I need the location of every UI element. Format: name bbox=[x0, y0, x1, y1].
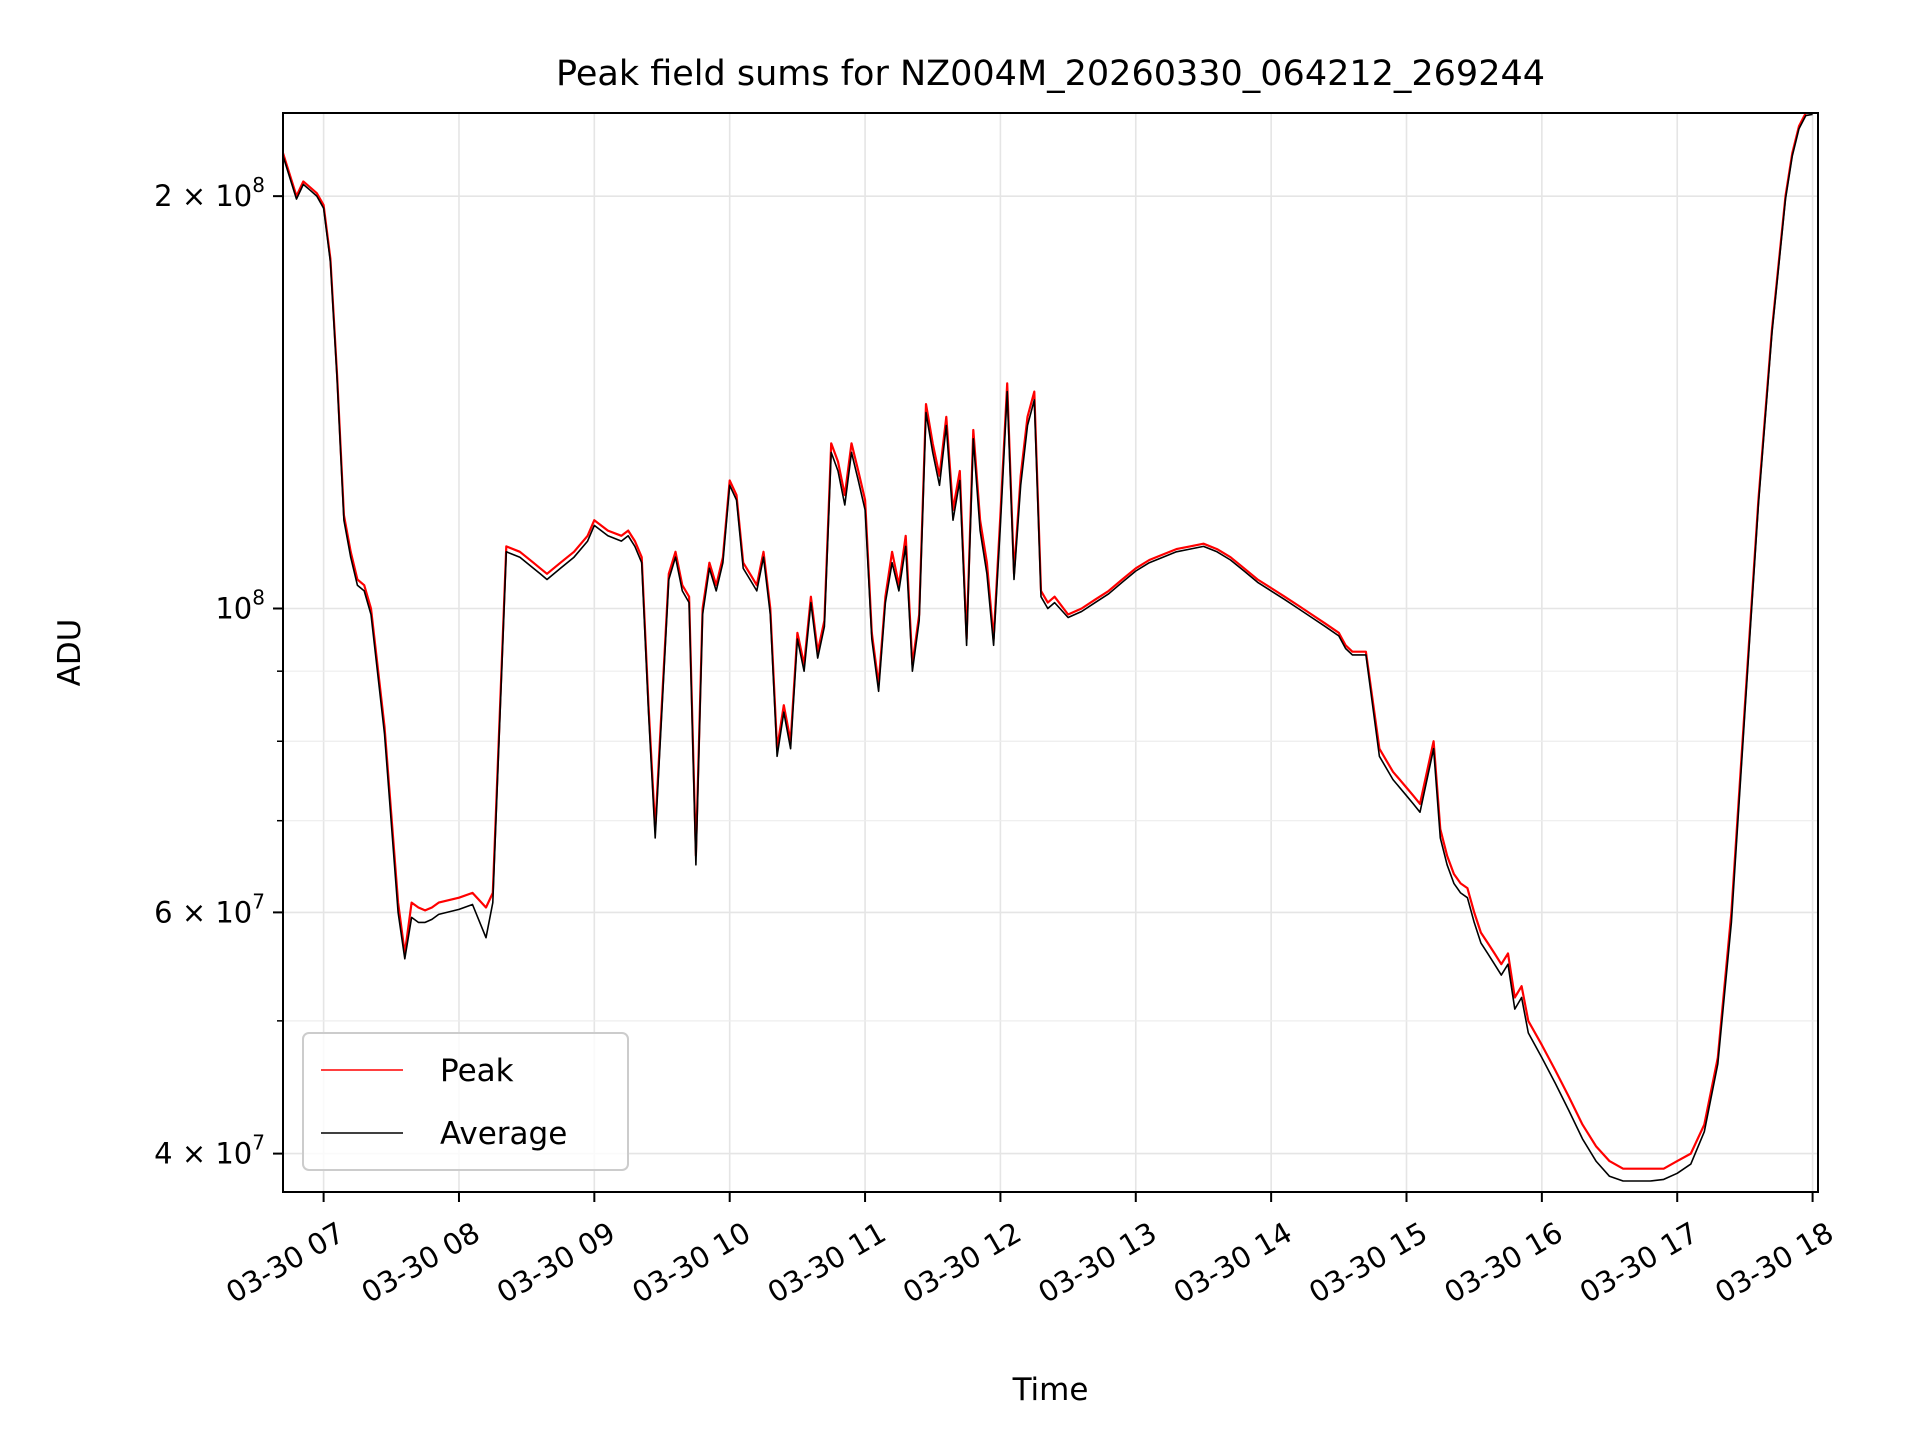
plot-frame bbox=[282, 112, 1819, 1193]
x-tick-label: 03-30 13 bbox=[1032, 1215, 1162, 1310]
chart-title: Peak field sums for NZ004M_20260330_0642… bbox=[556, 54, 1545, 94]
grid-lines bbox=[283, 113, 1818, 1192]
x-tick-label: 03-30 15 bbox=[1303, 1215, 1433, 1310]
legend-box bbox=[302, 1032, 629, 1171]
x-tick-label: 03-30 16 bbox=[1438, 1215, 1568, 1310]
y-tick-label: 4 × 107 bbox=[154, 1131, 265, 1171]
x-tick-label: 03-30 09 bbox=[491, 1215, 621, 1310]
legend-peak-label: Peak bbox=[440, 1053, 514, 1089]
y-tick-label: 108 bbox=[215, 586, 265, 626]
legend: Peak Average bbox=[302, 1032, 629, 1171]
y-tick-label: 6 × 107 bbox=[154, 889, 265, 929]
y-axis-label: ADU bbox=[52, 619, 88, 687]
y-tick-label: 2 × 108 bbox=[154, 173, 265, 213]
x-tick-label: 03-30 10 bbox=[626, 1215, 756, 1310]
series-layer bbox=[283, 113, 1813, 1182]
x-tick-label: 03-30 12 bbox=[897, 1215, 1027, 1310]
x-tick-label: 03-30 08 bbox=[356, 1215, 486, 1310]
peak-series-line bbox=[283, 113, 1813, 1170]
x-tick-label: 03-30 11 bbox=[762, 1215, 892, 1310]
legend-average-label: Average bbox=[440, 1116, 567, 1152]
average-series-line bbox=[283, 113, 1813, 1182]
x-tick-label: 03-30 17 bbox=[1574, 1215, 1704, 1310]
x-tick-label: 03-30 18 bbox=[1709, 1215, 1839, 1310]
x-tick-label: 03-30 14 bbox=[1168, 1215, 1298, 1310]
x-axis-label: Time bbox=[1012, 1372, 1089, 1408]
x-tick-label: 03-30 07 bbox=[220, 1215, 350, 1310]
